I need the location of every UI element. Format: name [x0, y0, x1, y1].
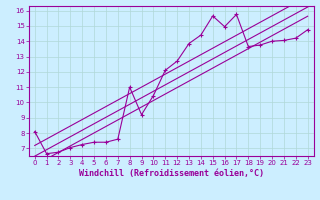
- X-axis label: Windchill (Refroidissement éolien,°C): Windchill (Refroidissement éolien,°C): [79, 169, 264, 178]
